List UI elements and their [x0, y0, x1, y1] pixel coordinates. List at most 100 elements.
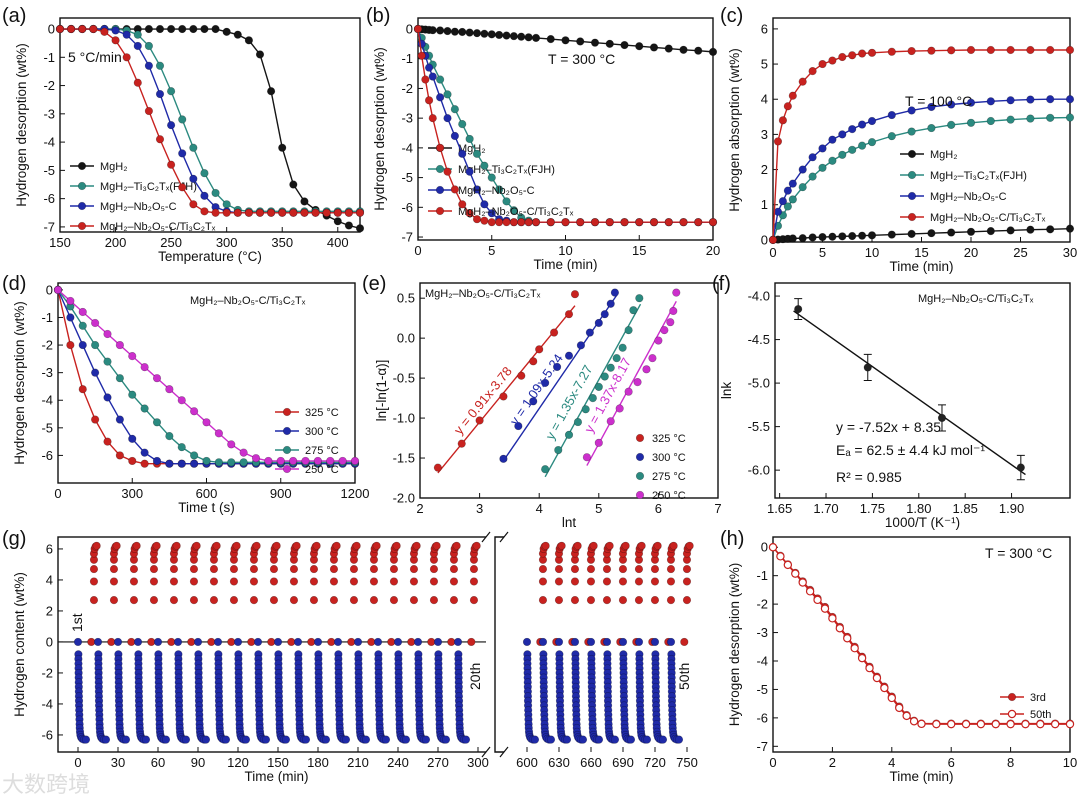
data-point	[1036, 719, 1045, 729]
data-point	[624, 387, 633, 396]
panel-c: (c) 0 5 10 15 20 25 30 0 1 2 3 4 5 6 Time (min) Hydrogen…	[720, 5, 1077, 274]
data-point	[472, 215, 482, 224]
data-point	[480, 200, 489, 209]
annotation: T = 300 °C	[548, 51, 615, 67]
data-point	[300, 208, 309, 217]
x-tick-label: 900	[270, 486, 292, 501]
data-point	[1046, 45, 1055, 55]
data-point	[1006, 45, 1015, 55]
x-tick-label: 90	[191, 755, 205, 770]
data-point	[798, 183, 807, 192]
y-tick-label: 3	[761, 127, 768, 142]
data-point	[424, 96, 434, 105]
data-point	[255, 208, 265, 217]
y-tick-label: -6	[756, 710, 768, 725]
desorption-point	[401, 735, 411, 744]
y-tick-label: -2	[41, 665, 53, 680]
cycle-label-50th: 50th	[676, 663, 692, 690]
data-point	[863, 363, 872, 372]
data-point	[178, 115, 187, 124]
data-point	[961, 719, 971, 729]
data-point	[436, 93, 445, 102]
absorption-point	[389, 564, 399, 574]
legend-label: 325 °C	[305, 407, 339, 419]
absorption-point	[409, 564, 419, 574]
legend-marker	[435, 185, 445, 195]
absorption-point	[389, 595, 399, 605]
data-point	[472, 149, 482, 158]
data-point	[524, 218, 533, 227]
data-point	[524, 33, 533, 42]
data-point	[487, 30, 496, 39]
data-point	[947, 228, 956, 237]
data-point	[200, 207, 209, 216]
data-point	[966, 118, 976, 127]
x-tick-label: 5	[488, 243, 495, 258]
data-point	[111, 36, 120, 45]
data-point	[200, 24, 209, 34]
plot-frame-right	[494, 536, 504, 753]
data-point	[887, 47, 896, 56]
data-point	[867, 138, 877, 147]
absorption-point	[189, 595, 199, 605]
plot-frame	[419, 282, 719, 499]
absorption-point	[653, 541, 662, 550]
absorption-point	[329, 577, 339, 586]
data-point	[843, 634, 852, 643]
legend-label: MgH₂	[930, 149, 958, 161]
data-point	[189, 174, 198, 183]
data-point	[612, 354, 621, 363]
data-point	[788, 195, 797, 204]
absorption-point	[586, 595, 596, 605]
data-point	[808, 153, 817, 162]
x-tick-label: 600	[516, 755, 538, 770]
panel-label: (e)	[362, 273, 386, 295]
data-point	[1050, 719, 1060, 729]
data-point	[103, 329, 112, 339]
x-tick-label: 7	[714, 501, 721, 516]
absorption-point	[538, 577, 548, 586]
legend-label: 250 °C	[652, 490, 686, 502]
data-point	[907, 229, 916, 239]
data-point	[594, 318, 603, 328]
desorption-point	[373, 637, 383, 647]
absorption-point	[109, 564, 119, 574]
data-point	[867, 116, 877, 126]
y-tick-label: 0	[761, 232, 768, 247]
absorption-point	[169, 564, 179, 574]
data-point	[857, 120, 867, 129]
data-point	[1026, 95, 1035, 104]
desorption-point	[153, 637, 163, 647]
absorption-point	[169, 577, 179, 586]
legend-label: MgH₂–Nb₂O₅-C/Ti₃C₂Tₓ	[930, 212, 1046, 224]
absorption-point	[392, 541, 401, 550]
data-point	[103, 393, 112, 402]
legend-label: 275 °C	[305, 445, 339, 457]
data-point	[606, 299, 615, 308]
data-point	[570, 290, 580, 299]
plot-frame	[59, 17, 361, 233]
desorption-point	[461, 735, 471, 744]
data-point	[986, 97, 995, 106]
absorption-point	[272, 541, 281, 550]
data-point	[588, 393, 597, 403]
absorption-point	[152, 541, 161, 550]
data-point	[424, 63, 434, 72]
data-point	[805, 587, 815, 596]
data-point	[487, 209, 496, 218]
absorption-point	[149, 595, 159, 605]
legend-marker	[282, 426, 292, 436]
desorption-point	[101, 735, 111, 744]
x-tick-label: 250	[160, 235, 182, 250]
data-point	[140, 448, 149, 457]
x-tick-label: 5	[819, 245, 826, 260]
data-point	[190, 459, 199, 468]
data-point	[624, 326, 633, 335]
absorption-point	[634, 564, 644, 574]
absorption-point	[329, 595, 339, 605]
data-point	[867, 48, 877, 57]
legend-marker	[282, 464, 292, 474]
data-point	[635, 218, 644, 227]
absorption-point	[269, 577, 279, 586]
y-tick-label: -7	[43, 219, 55, 234]
